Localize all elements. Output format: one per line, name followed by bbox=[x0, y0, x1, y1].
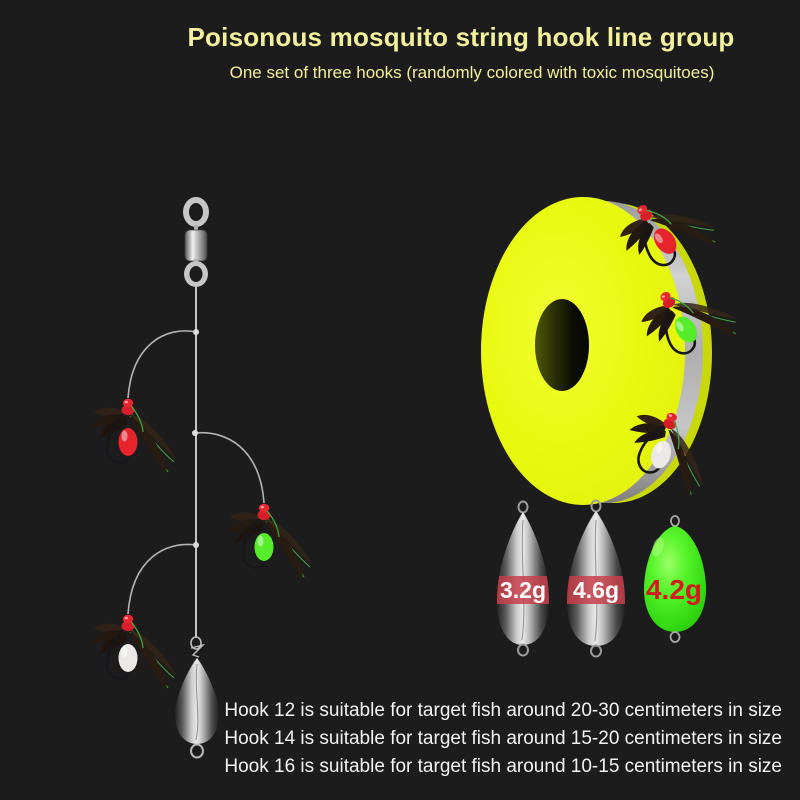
branch-line-middle bbox=[194, 431, 265, 504]
branch-line-bottom bbox=[127, 543, 197, 615]
hook-size-notes: Hook 12 is suitable for target fish arou… bbox=[224, 697, 782, 781]
snap-clip-icon bbox=[190, 636, 206, 658]
line-bead bbox=[193, 329, 199, 335]
fly-hook-white bbox=[89, 613, 179, 693]
float-weight-label: 4.2g bbox=[646, 574, 702, 605]
rig-drop-sinker bbox=[175, 658, 219, 759]
hook-note-14: Hook 14 is suitable for target fish arou… bbox=[224, 728, 782, 749]
fly-hook-green bbox=[225, 502, 315, 582]
sinker-4-6g: 4.6g bbox=[567, 499, 625, 658]
sinker-small-weight-label: 3.2g bbox=[500, 577, 546, 603]
line-spool bbox=[481, 176, 747, 505]
weight-band bbox=[497, 576, 549, 604]
line-bead bbox=[192, 430, 198, 436]
sinker-3-2g: 3.2g bbox=[497, 500, 549, 657]
hook-note-16: Hook 16 is suitable for target fish arou… bbox=[224, 756, 782, 777]
hook-note-12: Hook 12 is suitable for target fish arou… bbox=[224, 700, 782, 721]
branch-line-top bbox=[127, 330, 197, 399]
page-title: Poisonous mosquito string hook line grou… bbox=[187, 22, 735, 52]
rig-diagram bbox=[89, 197, 315, 759]
line-bead bbox=[193, 542, 199, 548]
sinker-large-weight-label: 4.6g bbox=[573, 577, 619, 603]
spool-hole bbox=[535, 299, 589, 391]
fly-hook-red bbox=[89, 397, 179, 477]
weight-band bbox=[567, 576, 625, 604]
page-subtitle: One set of three hooks (randomly colored… bbox=[229, 63, 715, 82]
barrel-swivel-icon bbox=[183, 197, 209, 287]
float-4-2g: 4.2g bbox=[643, 515, 707, 643]
